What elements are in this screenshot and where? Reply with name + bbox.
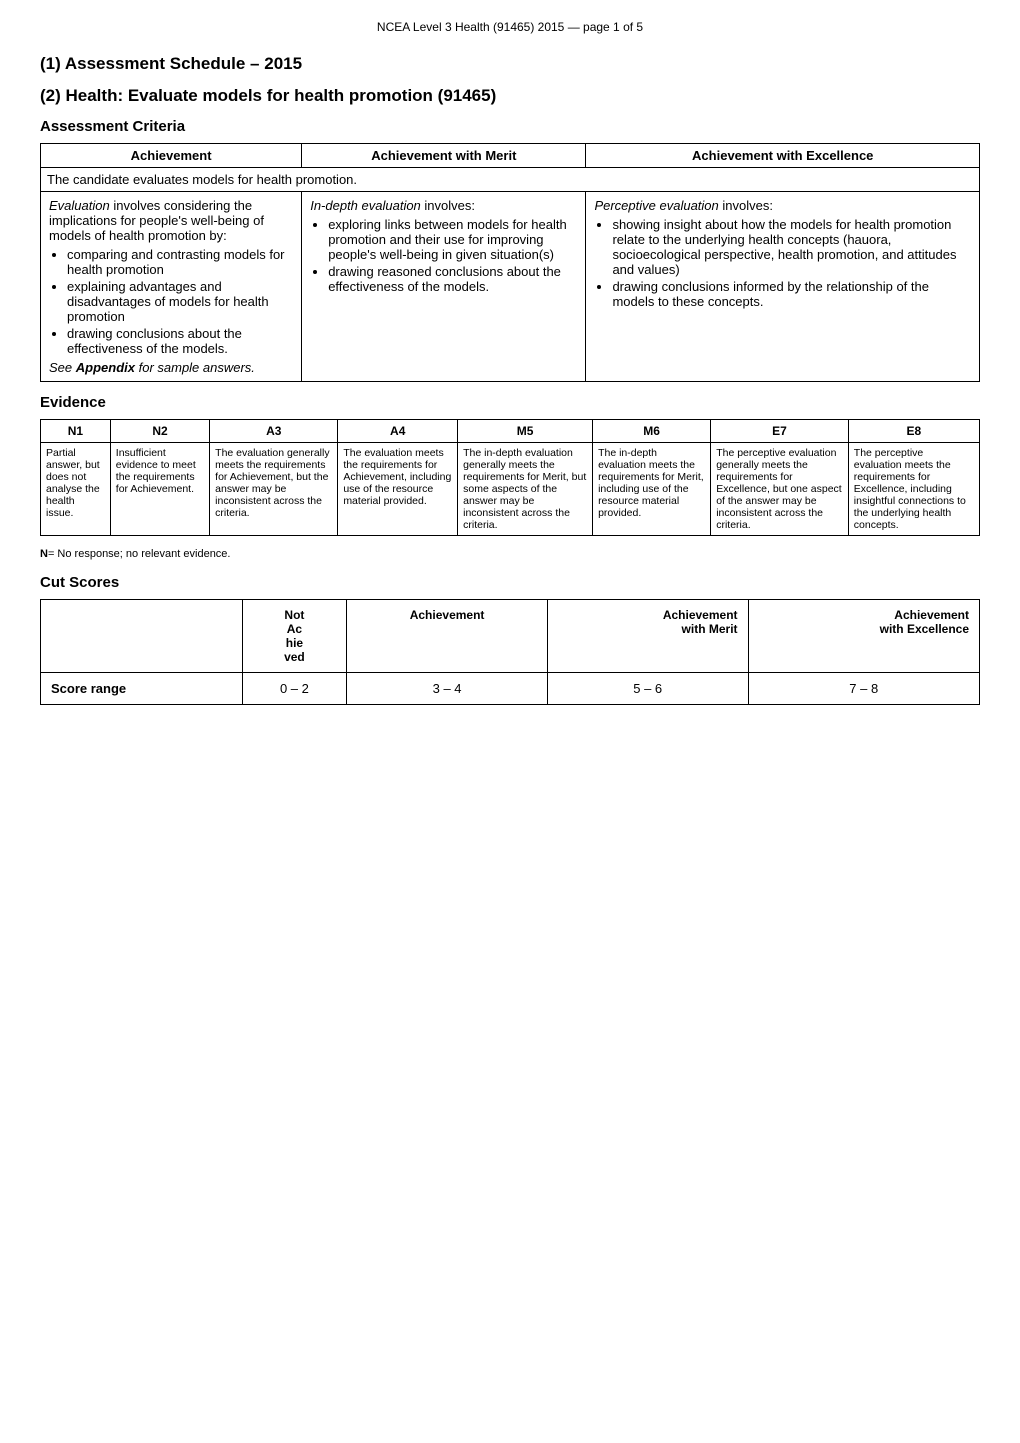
criteria-c3-italic: Perceptive evaluation — [594, 198, 718, 213]
evidence-cell-6: The perceptive evaluation generally meet… — [711, 443, 849, 536]
criteria-c2-list: exploring links between models for healt… — [310, 217, 577, 294]
cut-val-2: 5 – 6 — [547, 673, 748, 705]
criteria-cell-merit: In-depth evaluation involves: exploring … — [302, 192, 586, 382]
evidence-note: N= No response; no relevant evidence. — [40, 548, 980, 560]
evidence-col-0: N1 — [41, 420, 111, 443]
criteria-cell-achievement: Evaluation involves considering the impl… — [41, 192, 302, 382]
cut-val-3: 7 – 8 — [748, 673, 979, 705]
criteria-c2-b0: exploring links between models for healt… — [328, 217, 577, 262]
section2-title: (2) Health: Evaluate models for health p… — [40, 86, 980, 106]
cut-col-3: Achievementwith Excellence — [748, 600, 979, 673]
criteria-c1-footer-rest: for sample answers. — [135, 360, 255, 375]
criteria-heading: Assessment Criteria — [40, 118, 980, 135]
cutscores-table: NotAchieved Achievement Achievementwith … — [40, 599, 980, 705]
cut-row-label: Score range — [41, 673, 243, 705]
evidence-col-2: A3 — [210, 420, 338, 443]
evidence-cell-0: Partial answer, but does not analyse the… — [41, 443, 111, 536]
page-header: NCEA Level 3 Health (91465) 2015 — page … — [40, 20, 980, 34]
criteria-c3-b0: showing insight about how the models for… — [612, 217, 971, 277]
evidence-cell-7: The perceptive evaluation meets the requ… — [848, 443, 979, 536]
cut-val-0: 0 – 2 — [242, 673, 347, 705]
evidence-col-5: M6 — [593, 420, 711, 443]
cut-val-1: 3 – 4 — [347, 673, 548, 705]
evidence-col-7: E8 — [848, 420, 979, 443]
criteria-c2-intro: involves: — [421, 198, 475, 213]
criteria-c1-list: comparing and contrasting models for hea… — [49, 247, 293, 356]
evidence-cell-1: Insufficient evidence to meet the requir… — [110, 443, 209, 536]
evidence-table: N1 N2 A3 A4 M5 M6 E7 E8 Partial answer, … — [40, 419, 980, 536]
criteria-c3-intro: involves: — [719, 198, 773, 213]
criteria-cell-excellence: Perceptive evaluation involves: showing … — [586, 192, 980, 382]
evidence-col-1: N2 — [110, 420, 209, 443]
evidence-col-3: A4 — [338, 420, 458, 443]
criteria-c3-b1: drawing conclusions informed by the rela… — [612, 279, 971, 309]
cutscores-heading: Cut Scores — [40, 574, 980, 591]
evidence-col-6: E7 — [711, 420, 849, 443]
section1-title: (1) Assessment Schedule – 2015 — [40, 54, 980, 74]
evidence-note-text: = No response; no relevant evidence. — [48, 548, 231, 560]
criteria-c1-b1: explaining advantages and disadvantages … — [67, 279, 293, 324]
evidence-note-n: N — [40, 548, 48, 560]
evidence-col-4: M5 — [458, 420, 593, 443]
cut-col-2: Achievementwith Merit — [547, 600, 748, 673]
criteria-c1-footer-see: See — [49, 360, 76, 375]
criteria-c2-italic: In-depth evaluation — [310, 198, 421, 213]
criteria-c1-b2: drawing conclusions about the effectiven… — [67, 326, 293, 356]
evidence-heading: Evidence — [40, 394, 980, 411]
criteria-spanning-row: The candidate evaluates models for healt… — [41, 168, 980, 192]
cut-empty — [41, 600, 243, 673]
evidence-cell-3: The evaluation meets the requirements fo… — [338, 443, 458, 536]
evidence-cell-2: The evaluation generally meets the requi… — [210, 443, 338, 536]
criteria-table: Achievement Achievement with Merit Achie… — [40, 143, 980, 382]
criteria-c1-italic: Evaluation — [49, 198, 110, 213]
criteria-c3-list: showing insight about how the models for… — [594, 217, 971, 309]
evidence-cell-5: The in-depth evaluation meets the requir… — [593, 443, 711, 536]
evidence-cell-4: The in-depth evaluation generally meets … — [458, 443, 593, 536]
criteria-c1-b0: comparing and contrasting models for hea… — [67, 247, 293, 277]
criteria-c2-b1: drawing reasoned conclusions about the e… — [328, 264, 577, 294]
criteria-col-0: Achievement — [41, 144, 302, 168]
cut-col-1: Achievement — [347, 600, 548, 673]
criteria-c1-footer-bold: Appendix — [76, 360, 135, 375]
criteria-col-1: Achievement with Merit — [302, 144, 586, 168]
cut-col-0: NotAchieved — [242, 600, 347, 673]
criteria-col-2: Achievement with Excellence — [586, 144, 980, 168]
